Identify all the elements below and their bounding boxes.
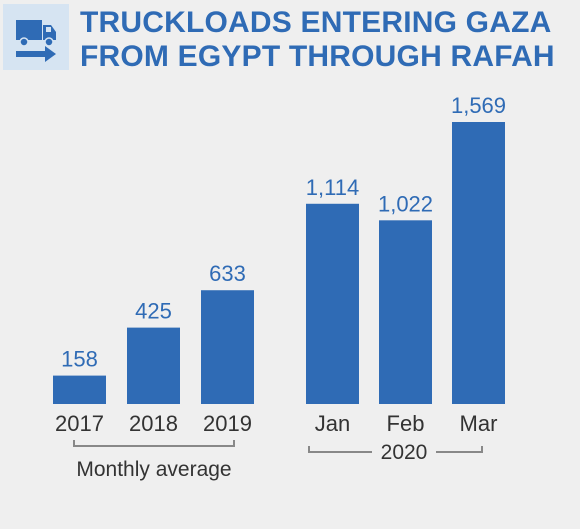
title-line-2: FROM EGYPT THROUGH RAFAH xyxy=(80,40,555,73)
bar-jan xyxy=(306,203,359,404)
group-bracket-2020-right xyxy=(436,446,483,453)
truck-icon xyxy=(16,20,56,62)
tick-label-jan: Jan xyxy=(315,411,350,436)
value-label-2018: 425 xyxy=(135,299,172,324)
group-bracket-2020-left xyxy=(308,446,372,453)
tick-label-feb: Feb xyxy=(387,411,425,436)
tick-label-2018: 2018 xyxy=(129,411,178,436)
bar-2019 xyxy=(201,290,254,404)
group-bracket-monthly-average xyxy=(73,440,235,447)
value-label-2017: 158 xyxy=(61,347,98,372)
group-label-monthly-average: Monthly average xyxy=(76,458,231,481)
bar-2018 xyxy=(127,327,180,404)
tick-label-mar: Mar xyxy=(460,411,498,436)
tick-label-2019: 2019 xyxy=(203,411,252,436)
value-label-mar: 1,569 xyxy=(451,93,506,118)
value-label-feb: 1,022 xyxy=(378,191,433,216)
value-label-2019: 633 xyxy=(209,261,246,286)
value-label-jan: 1,114 xyxy=(306,175,359,200)
bar-feb xyxy=(379,220,432,404)
bar-mar xyxy=(452,122,505,404)
bar-2017 xyxy=(53,375,106,404)
truck-arrow-icon xyxy=(3,4,69,70)
group-label-2020: 2020 xyxy=(381,441,428,464)
tick-label-2017: 2017 xyxy=(55,411,104,436)
title-line-1: TRUCKLOADS ENTERING GAZA xyxy=(80,6,552,39)
chart-title: TRUCKLOADS ENTERING GAZA FROM EGYPT THRO… xyxy=(80,6,575,74)
